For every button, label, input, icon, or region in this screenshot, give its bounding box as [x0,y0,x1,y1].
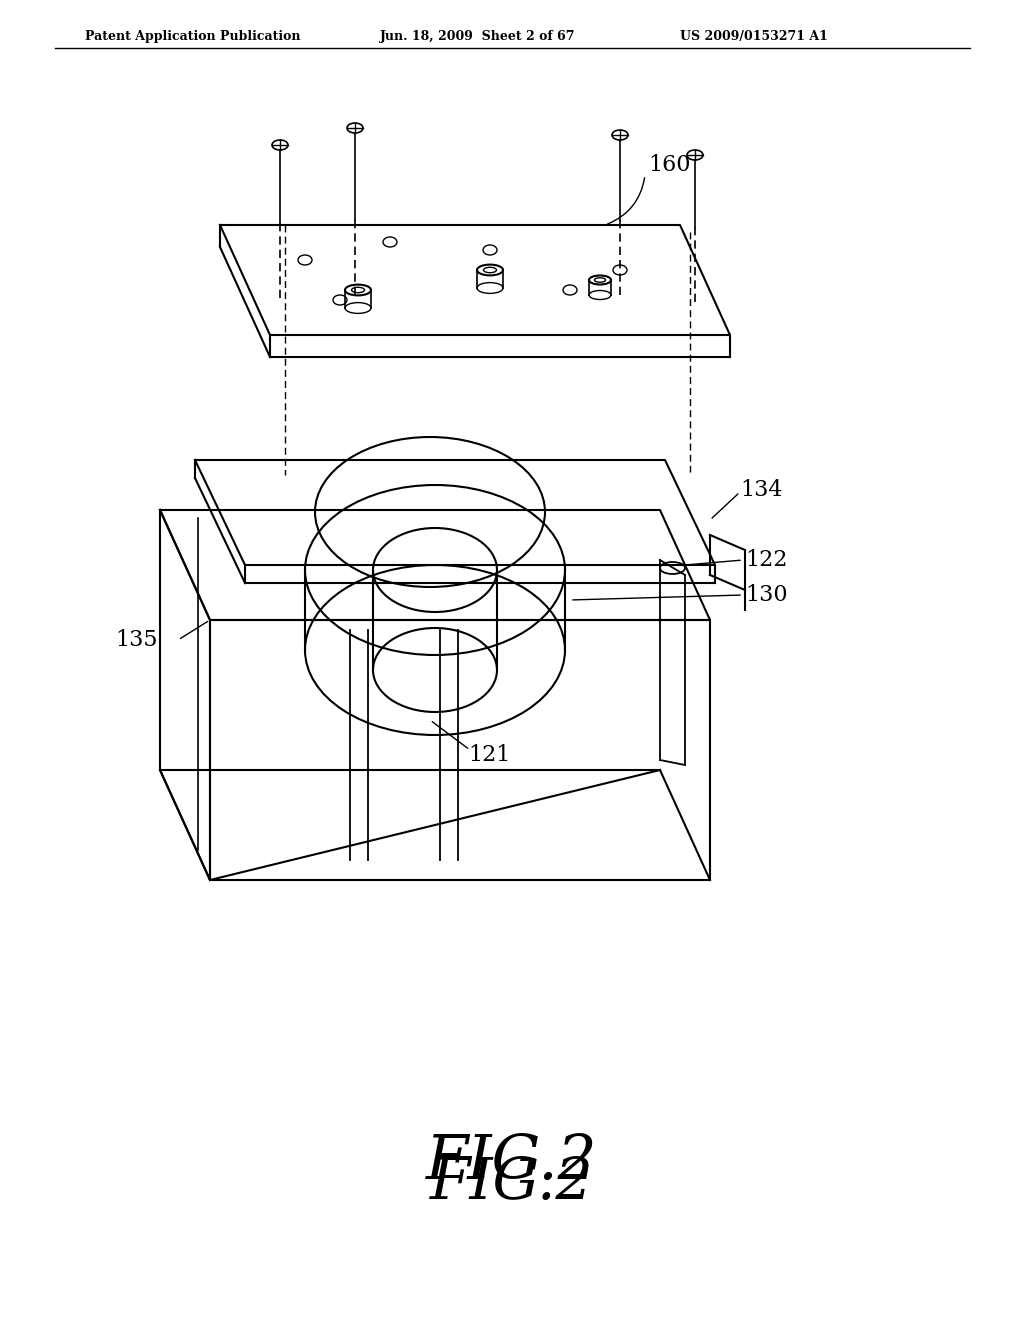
Text: 160: 160 [648,154,690,176]
Text: Jun. 18, 2009  Sheet 2 of 67: Jun. 18, 2009 Sheet 2 of 67 [380,30,575,44]
Text: Patent Application Publication: Patent Application Publication [85,30,300,44]
Text: 135: 135 [115,630,158,651]
Text: US 2009/0153271 A1: US 2009/0153271 A1 [680,30,827,44]
Text: 130: 130 [745,583,787,606]
Text: 134: 134 [740,479,782,502]
Text: 121: 121 [468,744,510,766]
Text: FIG.2: FIG.2 [430,1155,594,1212]
Text: FIG.2: FIG.2 [426,1133,598,1192]
Text: 122: 122 [745,549,787,572]
